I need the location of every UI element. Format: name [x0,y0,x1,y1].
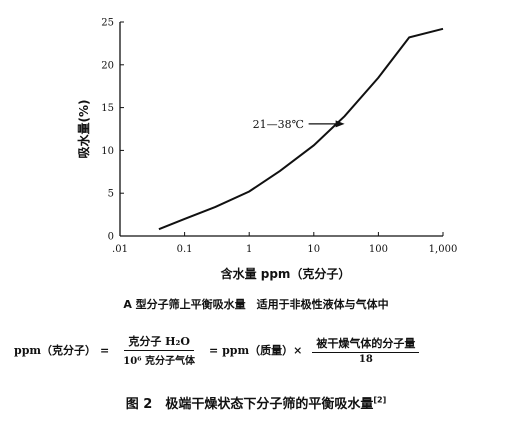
series-line [158,27,444,231]
x-tick-label: 1,000 [429,244,458,255]
y-tick-label: 0 [108,232,114,243]
figure-caption: 图 2 极端干燥状态下分子筛的平衡吸水量[2] [0,393,512,412]
y-ticks: 0 5 10 15 20 25 [101,18,124,243]
formula-fraction-1: 克分子 H₂O 10⁶ 克分子气体 [119,333,199,367]
chart-axes [119,22,443,237]
formula-mass-ppm: = ppm（质量）× [209,344,303,357]
annotation-label: 21—38℃ [253,118,304,131]
y-tick-label: 10 [101,146,114,157]
fraction-1-numerator: 克分子 H₂O [124,333,194,351]
caption-text: 图 2 极端干燥状态下分子筛的平衡吸水量 [125,397,374,412]
x-axis-label: 含水量 ppm（克分子） [221,266,351,281]
x-tick-label: 100 [369,244,388,255]
y-tick-label: 20 [101,60,114,71]
y-tick-label: 15 [101,103,114,114]
formula-lhs: ppm（克分子） [14,344,97,357]
formula-fraction-2: 被干燥气体的分子量 18 [312,335,420,365]
x-tick-label: 1 [246,244,252,255]
series-annotation: 21—38℃ [253,118,345,131]
x-tick-label: 0.1 [177,244,193,255]
conversion-formula: ppm（克分子） = 克分子 H₂O 10⁶ 克分子气体 = ppm（质量）× … [14,330,425,370]
y-tick-label: 5 [108,189,114,200]
annotation-arrowhead [335,120,345,128]
caption-reference: [2] [373,395,387,405]
fraction-2-numerator: 被干燥气体的分子量 [312,335,420,353]
fraction-1-denominator: 10⁶ 克分子气体 [123,356,196,367]
y-axis-label: 吸水量(%) [76,100,91,159]
x-tick-label: 10 [307,244,320,255]
fraction-2-denominator: 18 [358,354,373,365]
adsorption-chart: .01 0.1 1 10 100 1,000 0 5 10 15 20 25 21—38℃ 吸水量(… [76,18,457,282]
formula-equals: = [100,343,110,357]
chart-subtitle: A 型分子筛上平衡吸水量 适用于非极性液体与气体中 [123,298,389,311]
y-tick-label: 25 [101,18,114,29]
x-tick-label: .01 [112,244,128,255]
x-ticks: .01 0.1 1 10 100 1,000 [112,232,457,255]
